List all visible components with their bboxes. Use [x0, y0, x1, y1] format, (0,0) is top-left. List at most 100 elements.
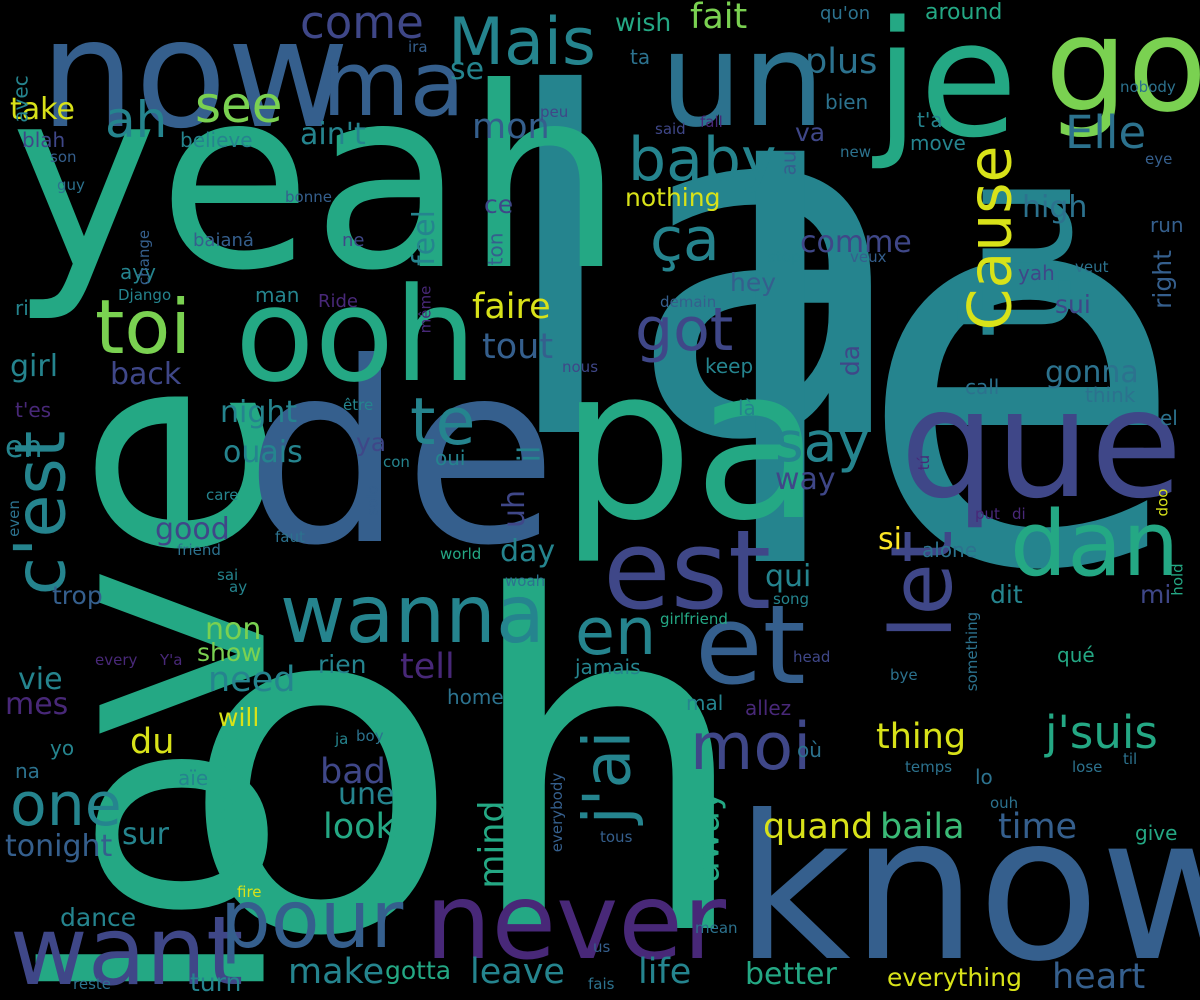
- word-168: sai: [217, 566, 239, 584]
- word-145: veux: [850, 248, 887, 266]
- word-192: tous: [600, 828, 633, 846]
- word-31: j'ai: [569, 730, 645, 824]
- word-161: si: [878, 522, 902, 557]
- word-52: away: [687, 789, 728, 883]
- word-32: Cause: [954, 145, 1025, 330]
- word-198: reste: [73, 975, 111, 993]
- word-76: show: [197, 638, 262, 667]
- word-189: na: [15, 759, 40, 783]
- word-177: Y'a: [160, 651, 183, 669]
- word-47: thing: [876, 717, 967, 757]
- word-126: ta: [630, 45, 651, 69]
- word-60: life: [638, 952, 692, 992]
- word-7: know: [735, 773, 1200, 1000]
- word-53: mind: [472, 799, 513, 889]
- word-69: tonight: [5, 829, 113, 864]
- word-130: nobody: [1120, 78, 1176, 96]
- word-8: je: [875, 0, 1018, 173]
- word-49: tout: [482, 327, 554, 367]
- word-98: ri: [15, 296, 29, 320]
- word-158: put: [975, 505, 1000, 523]
- word-165: faut: [275, 528, 305, 546]
- word-101: même: [415, 285, 434, 333]
- word-83: qui: [765, 559, 812, 594]
- word-155: care: [206, 486, 239, 504]
- word-170: trop: [52, 581, 103, 610]
- word-109: high: [1022, 190, 1088, 225]
- word-139: au: [775, 150, 800, 175]
- word-149: think: [1085, 383, 1136, 407]
- word-140: va: [795, 118, 826, 147]
- word-19: pour: [220, 873, 404, 966]
- word-125: ira: [408, 38, 428, 56]
- word-77: rien: [318, 650, 367, 679]
- word-162: alone: [922, 538, 978, 562]
- word-144: stop: [768, 248, 801, 266]
- word-169: ay: [229, 578, 248, 596]
- word-105: hey: [730, 268, 777, 297]
- word-42: ain't: [300, 117, 366, 152]
- word-143: yah: [1018, 261, 1055, 285]
- word-159: di: [1012, 505, 1026, 523]
- word-56: une: [338, 777, 395, 812]
- word-66: turn: [190, 968, 242, 997]
- word-142: veut: [1075, 258, 1109, 276]
- word-134: new: [840, 143, 872, 161]
- word-48: faire: [472, 287, 551, 327]
- word-188: lose: [1072, 758, 1103, 776]
- word-15: est: [603, 506, 772, 634]
- word-20: ma: [322, 32, 465, 137]
- word-179: bye: [890, 666, 918, 684]
- word-59: better: [745, 957, 837, 992]
- word-108: gonna: [1045, 355, 1139, 390]
- word-61: heart: [1052, 957, 1146, 997]
- word-110: call: [965, 375, 1000, 399]
- word-54: time: [998, 807, 1078, 847]
- word-199: fais: [588, 975, 615, 993]
- word-114: nothing: [625, 183, 721, 212]
- word-64: make: [288, 952, 385, 992]
- word-18: want: [10, 897, 244, 1000]
- word-164: friend: [177, 541, 221, 559]
- word-38: ah: [105, 91, 168, 149]
- word-41: come: [300, 0, 424, 49]
- word-193: ouh: [990, 794, 1019, 812]
- word-80: mal: [686, 691, 724, 715]
- word-16: et: [695, 581, 806, 709]
- word-71: vie: [18, 662, 63, 697]
- word-34: one: [10, 770, 122, 840]
- word-95: man: [255, 283, 300, 307]
- word-14: ooh: [235, 259, 477, 411]
- word-183: boy: [356, 727, 384, 745]
- word-36: got: [635, 295, 734, 365]
- word-112: là: [738, 396, 756, 420]
- word-35: see: [195, 76, 283, 134]
- word-58: always: [207, 734, 248, 856]
- word-96: girl: [10, 349, 59, 384]
- word-132: said: [655, 120, 686, 138]
- word-157: tú: [915, 454, 934, 471]
- word-88: il: [511, 445, 547, 462]
- word-181: yo: [50, 736, 75, 760]
- word-148: nous: [562, 358, 599, 376]
- word-68: sur: [122, 817, 169, 852]
- word-73: du: [130, 722, 175, 762]
- word-27: toi: [95, 283, 192, 371]
- word-138: eye: [1145, 150, 1173, 168]
- word-107: right: [1147, 250, 1177, 309]
- word-87: uh: [497, 489, 533, 529]
- word-175: qué: [1057, 643, 1095, 667]
- word-153: con: [383, 453, 410, 471]
- word-116: feel: [406, 210, 442, 266]
- word-94: back: [110, 357, 182, 392]
- word-119: believe: [180, 128, 253, 152]
- word-50: baila: [880, 807, 965, 847]
- word-5: de: [245, 309, 558, 600]
- word-135: bien: [825, 90, 869, 114]
- word-123: bonne: [285, 188, 332, 206]
- word-21: dan: [1010, 492, 1180, 597]
- word-115: ce: [484, 190, 514, 219]
- word-128: qu'on: [820, 3, 871, 24]
- word-102: baianá: [193, 230, 254, 251]
- word-172: girlfriend: [660, 610, 728, 628]
